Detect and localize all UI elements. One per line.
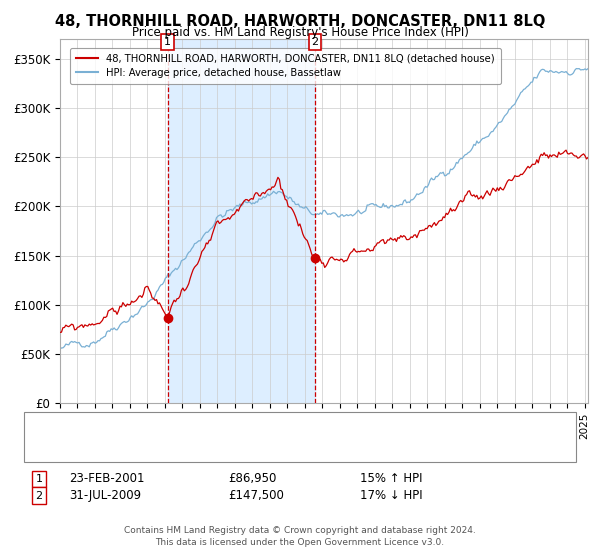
Text: 2: 2 [35,491,43,501]
Text: HPI: Average price, detached house, Bassetlaw: HPI: Average price, detached house, Bass… [87,445,333,455]
Text: £86,950: £86,950 [228,472,277,486]
Text: 1: 1 [164,37,171,47]
Text: 1: 1 [35,474,43,484]
Text: Contains HM Land Registry data © Crown copyright and database right 2024.
This d: Contains HM Land Registry data © Crown c… [124,526,476,547]
Legend: 48, THORNHILL ROAD, HARWORTH, DONCASTER, DN11 8LQ (detached house), HPI: Average: 48, THORNHILL ROAD, HARWORTH, DONCASTER,… [70,48,501,84]
Text: 48, THORNHILL ROAD, HARWORTH, DONCASTER, DN11 8LQ: 48, THORNHILL ROAD, HARWORTH, DONCASTER,… [55,14,545,29]
Text: 17% ↓ HPI: 17% ↓ HPI [360,489,422,502]
Text: 23-FEB-2001: 23-FEB-2001 [69,472,145,486]
Text: 2: 2 [311,37,319,47]
Text: Price paid vs. HM Land Registry's House Price Index (HPI): Price paid vs. HM Land Registry's House … [131,26,469,39]
Text: £147,500: £147,500 [228,489,284,502]
Bar [167,39,315,403]
Text: ─────: ───── [39,445,73,455]
Text: 15% ↑ HPI: 15% ↑ HPI [360,472,422,486]
Text: ─────: ───── [39,433,73,443]
Text: 31-JUL-2009: 31-JUL-2009 [69,489,141,502]
Text: 48, THORNHILL ROAD, HARWORTH, DONCASTER, DN11 8LQ (detached house): 48, THORNHILL ROAD, HARWORTH, DONCASTER,… [87,433,493,443]
